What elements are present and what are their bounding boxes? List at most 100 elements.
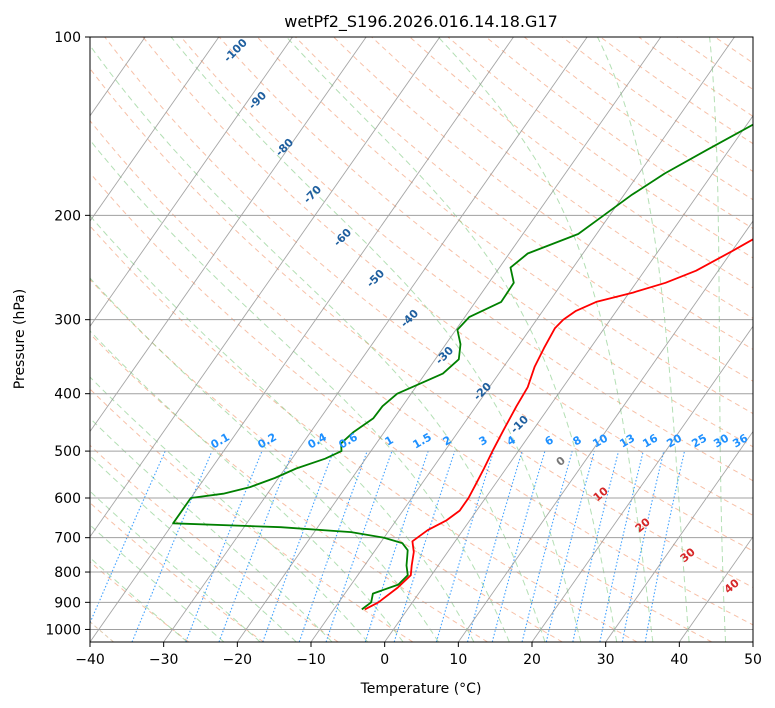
x-axis-label: Temperature (°C): [360, 681, 482, 697]
dry-adiabat: [90, 172, 712, 642]
dry-adiabat-label: -50: [364, 267, 387, 290]
moist-adiabat: [90, 214, 475, 642]
y-axis-label: Pressure (hPa): [12, 289, 28, 389]
dry-adiabat: [295, 37, 753, 382]
mixing-ratio-label: 3: [477, 433, 490, 448]
moist-adiabat: [90, 524, 225, 642]
plot-frame: [89, 36, 754, 643]
mixing-ratio-line: [325, 450, 393, 642]
isotherm: [90, 37, 514, 642]
series-group: [172, 123, 753, 611]
x-tick-label: 40: [670, 652, 688, 668]
moist-adiabat: [437, 37, 654, 642]
dry-adiabat-label: -60: [331, 226, 354, 249]
x-tick-label: −20: [223, 652, 253, 668]
moist-adiabat: [90, 330, 404, 642]
isotherm: [310, 37, 735, 642]
isotherm: [90, 37, 220, 222]
isotherm: [752, 641, 753, 642]
mixing-ratio-line: [621, 450, 665, 642]
y-tick-label: 800: [54, 565, 81, 581]
x-tick-label: 50: [744, 652, 762, 668]
mixing-ratio-line: [435, 450, 495, 642]
dry-adiabat: [90, 444, 339, 642]
dry-adiabat: [180, 37, 753, 482]
y-tick-label: 700: [54, 531, 81, 547]
dry-adiabat: [90, 119, 753, 626]
y-tick-label: 500: [54, 444, 81, 460]
dry-adiabat: [90, 502, 264, 642]
dry-adiabat: [104, 37, 753, 552]
mixing-ratio-line: [218, 450, 294, 642]
dry-adiabat: [256, 37, 753, 415]
moist-adiabat: [709, 37, 727, 642]
x-tick-label: 0: [380, 652, 389, 668]
moist-adiabat: [90, 44, 546, 642]
y-tick-label: 100: [54, 30, 81, 46]
mixing-ratio-label: 16: [640, 431, 660, 450]
x-tick-label: 10: [449, 652, 467, 668]
dry-adiabat: [90, 561, 190, 642]
dry-adiabat-label: -40: [398, 307, 421, 330]
dry-adiabat-label: -90: [246, 89, 269, 112]
dry-adiabat: [90, 225, 638, 642]
dry-adiabat: [142, 37, 753, 516]
dry-adiabat-label: -20: [471, 380, 494, 403]
mixing-ratio-label: 8: [571, 433, 584, 448]
line-labels: -100-90-80-70-60-50-40-30-20-100.1 0.2 0.4…: [209, 36, 751, 596]
y-tick-label: 600: [54, 491, 81, 507]
mixing-ratio-line: [599, 450, 644, 642]
isotherm: [457, 220, 753, 642]
moist-adiabat: [90, 277, 439, 642]
mixing-ratio-label: 0.2: [256, 430, 279, 451]
dry-adiabat: [90, 67, 753, 589]
moist-adiabat: [286, 37, 618, 642]
isotherm: [384, 115, 753, 642]
isotherm: [0, 37, 72, 642]
moist-adiabat-label: 40: [722, 576, 742, 596]
moist-adiabat-label: 30: [678, 545, 698, 565]
x-tick-label: 30: [597, 652, 615, 668]
y-tick-label: 200: [54, 208, 81, 224]
moist-adiabat: [90, 490, 261, 642]
moist-adiabat: [170, 37, 582, 642]
mixing-ratio-label: 36: [730, 431, 750, 450]
isotherm: [236, 37, 662, 642]
mixing-ratio-line: [262, 450, 334, 642]
mixing-ratio-label: 10: [590, 431, 610, 450]
moist-adiabat: [90, 376, 369, 642]
dry-adiabat: [638, 37, 753, 117]
chart-title: wetPf2_S196.2026.016.14.18.G17: [284, 12, 558, 32]
dry-adiabat: [90, 388, 414, 642]
moist-adiabat-label: 0: [554, 454, 568, 469]
x-tick-label: −30: [149, 652, 179, 668]
dry-adiabat: [90, 333, 488, 642]
mixing-ratio-line: [644, 450, 686, 642]
isotherm: [605, 430, 753, 642]
y-tick-label: 300: [54, 313, 81, 329]
axes: −40 −30 −20 −10 0 10 20 30 40 5010020030040050060…: [45, 30, 762, 668]
mixing-ratio-line: [131, 450, 213, 642]
dry-adiabat: [447, 37, 753, 259]
isotherm: [90, 37, 441, 538]
moist-adiabat: [90, 417, 333, 642]
y-tick-label: 1000: [45, 622, 81, 638]
dry-adiabat: [333, 37, 753, 351]
moist-adiabat-label: 10: [591, 484, 611, 504]
dry-adiabat: [371, 37, 753, 319]
dry-adiabat: [485, 37, 753, 230]
mixing-ratio-line: [90, 450, 166, 625]
mixing-ratio-label: 30: [711, 431, 731, 450]
mixing-ratio-line: [521, 450, 573, 642]
isotherm: [163, 37, 588, 642]
isotherm: [678, 535, 753, 642]
x-tick-label: −40: [75, 652, 105, 668]
mixing-ratio-line: [572, 450, 620, 642]
isotherm: [90, 37, 367, 433]
mixing-ratio-label: 20: [664, 431, 684, 450]
grid-lines: [0, 37, 753, 642]
y-tick-label: 400: [54, 387, 81, 403]
mixing-ratio-line: [466, 450, 523, 642]
dewpoint-profile-line: [172, 123, 753, 611]
